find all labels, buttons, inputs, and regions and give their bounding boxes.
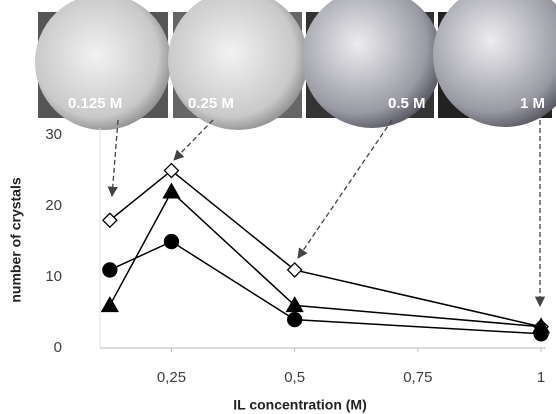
point xyxy=(102,297,118,311)
photo-label: 0.25 M xyxy=(188,95,234,112)
x-tick-label: 0,25 xyxy=(157,369,186,386)
x-tick-label: 0,5 xyxy=(284,369,305,386)
series-line xyxy=(110,192,541,327)
arrows xyxy=(112,120,540,306)
y-tick-label: 10 xyxy=(45,268,62,285)
y-tick-label: 0 xyxy=(54,339,62,356)
series-line xyxy=(110,242,541,334)
page: {"chart_data": {"type": "line", "x_label… xyxy=(0,0,556,414)
x-tick-label: 0,75 xyxy=(403,369,432,386)
arrow xyxy=(112,120,118,196)
photo-label: 0.5 M xyxy=(388,95,426,112)
x-axis-title: IL concentration (M) xyxy=(233,397,367,413)
point xyxy=(164,235,178,249)
point xyxy=(163,184,179,198)
arrow xyxy=(298,120,392,258)
y-axis-title: number of crystals xyxy=(8,177,24,302)
y-tick-label: 30 xyxy=(45,126,62,143)
photos: 0.125 M 0.25 M 0.5 M 1 M xyxy=(35,0,556,130)
chart: 0.125 M 0.25 M 0.5 M 1 M IL concentratio… xyxy=(0,0,556,414)
point xyxy=(103,263,117,277)
y-tick-label: 20 xyxy=(45,197,62,214)
point xyxy=(534,327,548,341)
arrow xyxy=(174,120,213,160)
photo-label: 0.125 M xyxy=(68,95,122,112)
x-tick-label: 1 xyxy=(537,369,545,386)
photo-label: 1 M xyxy=(520,95,545,112)
point xyxy=(288,313,302,327)
